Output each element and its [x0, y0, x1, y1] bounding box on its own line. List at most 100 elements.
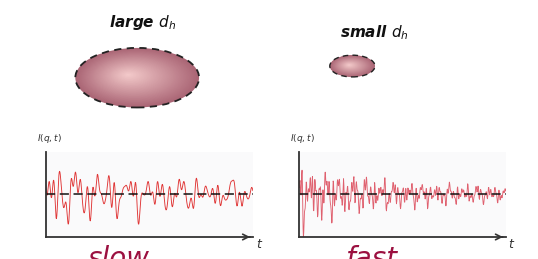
Circle shape [82, 51, 190, 104]
Circle shape [335, 58, 367, 74]
Circle shape [103, 62, 162, 90]
Circle shape [102, 61, 164, 91]
Circle shape [104, 62, 161, 90]
Circle shape [345, 63, 353, 67]
Circle shape [338, 60, 363, 71]
Circle shape [127, 74, 129, 75]
Circle shape [344, 62, 356, 68]
Circle shape [108, 64, 155, 87]
Circle shape [336, 59, 366, 73]
Circle shape [335, 57, 369, 74]
Circle shape [85, 53, 186, 102]
Circle shape [115, 68, 145, 83]
Circle shape [338, 59, 364, 72]
Circle shape [338, 60, 364, 72]
Circle shape [347, 64, 352, 66]
Circle shape [97, 59, 169, 94]
Circle shape [342, 61, 359, 69]
Circle shape [100, 60, 166, 92]
Circle shape [88, 54, 182, 100]
Circle shape [105, 63, 159, 89]
Circle shape [90, 55, 179, 98]
Circle shape [343, 62, 358, 69]
Circle shape [122, 71, 137, 79]
Circle shape [79, 49, 195, 105]
Circle shape [341, 61, 360, 70]
Circle shape [343, 62, 357, 69]
Circle shape [341, 61, 359, 70]
Circle shape [334, 57, 370, 75]
Circle shape [91, 56, 178, 98]
Text: $I(q,t)$: $I(q,t)$ [38, 132, 62, 145]
Circle shape [80, 50, 193, 105]
Circle shape [341, 61, 360, 70]
Text: $I(q,t)$: $I(q,t)$ [291, 132, 315, 145]
Circle shape [111, 66, 151, 85]
Circle shape [77, 49, 196, 106]
Circle shape [336, 58, 367, 73]
Text: $t$: $t$ [256, 238, 263, 251]
Circle shape [125, 73, 132, 77]
Circle shape [114, 68, 146, 83]
Circle shape [113, 67, 148, 84]
Text: large $d_h$: large $d_h$ [109, 13, 176, 32]
Circle shape [109, 65, 153, 87]
Circle shape [98, 60, 168, 93]
Circle shape [332, 56, 372, 76]
Circle shape [87, 54, 183, 100]
Circle shape [93, 57, 175, 96]
Circle shape [84, 52, 188, 102]
Circle shape [337, 59, 366, 73]
Circle shape [345, 63, 354, 67]
Circle shape [334, 57, 369, 74]
Circle shape [348, 64, 351, 66]
Circle shape [346, 64, 352, 67]
Circle shape [110, 66, 152, 86]
Text: small $d_h$: small $d_h$ [339, 24, 408, 42]
Circle shape [343, 62, 357, 69]
Circle shape [344, 62, 356, 68]
Circle shape [121, 71, 138, 79]
Circle shape [348, 64, 350, 66]
Circle shape [96, 59, 171, 94]
Circle shape [333, 57, 371, 75]
Text: slow: slow [87, 245, 149, 259]
Circle shape [335, 58, 368, 74]
Circle shape [345, 63, 355, 68]
Circle shape [332, 56, 372, 75]
Circle shape [101, 61, 165, 92]
Circle shape [340, 60, 362, 71]
Circle shape [92, 56, 176, 97]
Circle shape [339, 60, 363, 71]
Circle shape [330, 56, 374, 76]
Circle shape [331, 56, 373, 76]
Circle shape [340, 60, 361, 70]
Circle shape [95, 58, 172, 95]
Circle shape [339, 60, 362, 71]
Text: $t$: $t$ [508, 238, 516, 251]
Circle shape [124, 73, 133, 77]
Circle shape [117, 69, 142, 81]
Circle shape [81, 51, 192, 104]
Circle shape [106, 63, 158, 89]
Circle shape [346, 64, 352, 66]
Circle shape [348, 64, 351, 66]
Circle shape [119, 70, 139, 80]
Circle shape [89, 55, 181, 99]
Circle shape [331, 56, 373, 76]
Circle shape [337, 59, 365, 72]
Circle shape [118, 70, 141, 81]
Circle shape [344, 63, 355, 68]
Circle shape [336, 58, 367, 73]
Circle shape [330, 55, 375, 77]
Text: fast: fast [345, 245, 397, 259]
Circle shape [346, 63, 353, 67]
Circle shape [123, 72, 135, 78]
Circle shape [337, 59, 365, 72]
Circle shape [342, 61, 358, 69]
Circle shape [76, 48, 197, 107]
Circle shape [107, 64, 157, 88]
Circle shape [94, 57, 173, 96]
Circle shape [83, 52, 189, 103]
Circle shape [333, 57, 370, 75]
